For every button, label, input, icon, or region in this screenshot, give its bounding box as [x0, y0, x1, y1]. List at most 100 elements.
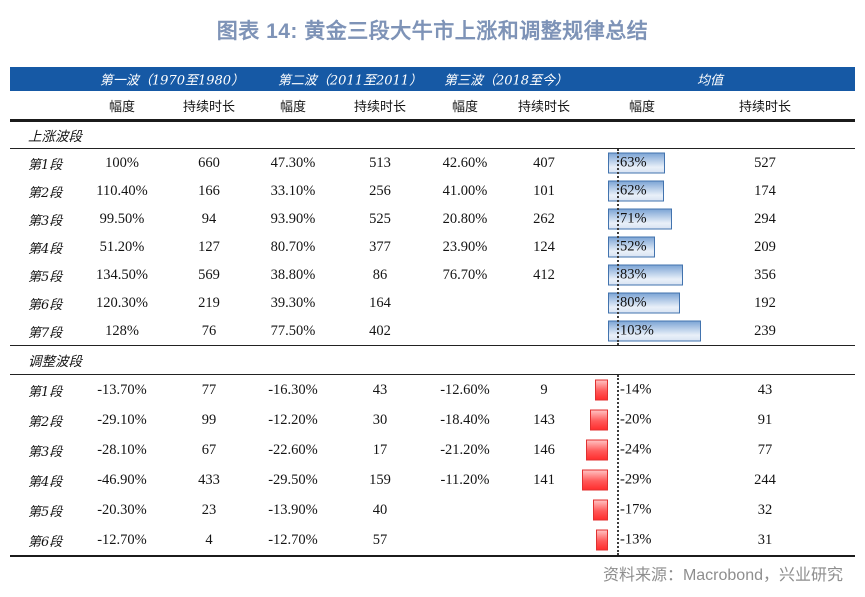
cell-w1-dur: 23: [201, 501, 217, 518]
avg-amplitude-bar-negative: [586, 439, 608, 461]
row-label: 第1段: [28, 157, 63, 173]
table-header-band: 第一波（1970至1980） 第二波（2011至2011） 第三波（2018至今…: [10, 67, 855, 91]
avg-amplitude-cell: 103%: [580, 317, 730, 345]
table-row: 第4段 51.20% 127 80.70% 377 23.90% 124 52% 209: [10, 233, 855, 261]
data-table: 第一波（1970至1980） 第二波（2011至2011） 第三波（2018至今…: [10, 67, 855, 557]
cell-w2-amp: 39.30%: [270, 294, 316, 311]
row-label: 第5段: [28, 504, 63, 520]
table-row: 第6段 -12.70% 4 -12.70% 57 -13% 31: [10, 525, 855, 555]
avg-amplitude-cell: -29%: [580, 465, 730, 495]
adjustment-rows-block: 第1段 -13.70% 77 -16.30% 43 -12.60% 9 -14% 43 第2段 -2…: [10, 375, 855, 557]
table-row: 第4段 -46.90% 433 -29.50% 159 -11.20% 141 -29% 244: [10, 465, 855, 495]
avg-amplitude-bar-positive: [608, 292, 680, 314]
avg-amplitude-value: -20%: [620, 411, 652, 428]
row-label: 第3段: [28, 213, 63, 229]
cell-w1-amp: 110.40%: [96, 182, 148, 199]
source-note: 资料来源：Macrobond，兴业研究: [602, 567, 843, 584]
row-label: 第2段: [28, 414, 63, 430]
cell-w2-amp: -13.90%: [268, 501, 318, 518]
cell-w3-amp: 76.70%: [442, 266, 488, 283]
row-label: 第7段: [28, 325, 63, 341]
cell-w2-amp: -22.60%: [268, 441, 318, 458]
cell-w1-dur: 219: [198, 294, 220, 311]
cell-w2-dur: 86: [372, 266, 388, 283]
header-divider-double-rule: [10, 119, 855, 122]
avg-amplitude-bar-positive: [608, 264, 683, 286]
column-group-wave1: 第一波（1970至1980）: [99, 73, 245, 89]
avg-amplitude-cell: 80%: [580, 289, 730, 317]
cell-w2-amp: 77.50%: [270, 322, 316, 339]
cell-w1-dur: 94: [201, 210, 217, 227]
avg-amplitude-value: 71%: [620, 210, 647, 227]
table-row: 第5段 134.50% 569 38.80% 86 76.70% 412 83% 356: [10, 261, 855, 289]
avg-amplitude-bar-positive: [608, 320, 701, 342]
cell-w3-amp: [422, 289, 508, 317]
avg-amplitude-bar-positive: [608, 208, 672, 230]
cell-w3-dur: 141: [533, 471, 555, 488]
cell-w1-amp: -20.30%: [97, 501, 147, 518]
avg-amplitude-bar-negative: [590, 409, 608, 431]
cell-w3-amp: -21.20%: [440, 441, 490, 458]
cell-w1-amp: 134.50%: [96, 266, 148, 283]
cell-w3-amp: -12.60%: [440, 381, 490, 398]
cell-w1-amp: -12.70%: [97, 531, 147, 548]
avg-amplitude-value: 63%: [620, 154, 647, 171]
cell-w2-dur: 377: [369, 238, 391, 255]
rising-rows-block: 第1段 100% 660 47.30% 513 42.60% 407 63% 527 第2段 110…: [10, 149, 855, 346]
sub-header-duration: 持续时长: [182, 98, 235, 114]
cell-w3-amp: 23.90%: [442, 238, 488, 255]
cell-w3-dur: 262: [533, 210, 555, 227]
cell-w2-dur: 30: [372, 411, 388, 428]
avg-amplitude-value: 103%: [620, 322, 654, 339]
column-group-average: 均值: [696, 73, 724, 89]
cell-avg-dur: 174: [754, 182, 776, 199]
cell-avg-dur: 77: [757, 441, 773, 458]
avg-amplitude-bar-negative: [582, 469, 608, 491]
avg-amplitude-cell: -13%: [580, 525, 730, 555]
cell-w2-dur: 402: [369, 322, 391, 339]
cell-w2-dur: 256: [369, 182, 391, 199]
cell-w2-dur: 159: [369, 471, 391, 488]
cell-avg-dur: 192: [754, 294, 776, 311]
cell-avg-dur: 244: [754, 471, 776, 488]
avg-amplitude-bar-negative: [593, 499, 608, 521]
avg-amplitude-value: -17%: [620, 501, 652, 518]
cell-w3-dur: 407: [533, 154, 555, 171]
row-label: 第6段: [28, 534, 63, 550]
sub-header-row: 幅度 持续时长 幅度 持续时长 幅度 持续时长 幅度 持续时长: [10, 91, 855, 119]
cell-w3-amp: 20.80%: [442, 210, 488, 227]
cell-w1-dur: 99: [201, 411, 217, 428]
cell-w1-dur: 660: [198, 154, 220, 171]
avg-amplitude-bar-negative: [595, 379, 608, 401]
cell-w3-dur: 124: [533, 238, 555, 255]
avg-amplitude-cell: 52%: [580, 233, 730, 261]
cell-w3-dur: [508, 495, 580, 525]
row-label: 第6段: [28, 297, 63, 313]
avg-amplitude-value: -24%: [620, 441, 652, 458]
sub-header-duration: 持续时长: [517, 98, 570, 114]
cell-w2-dur: 525: [369, 210, 391, 227]
cell-w3-dur: [508, 317, 580, 345]
cell-w3-amp: 41.00%: [442, 182, 488, 199]
sub-header-duration: 持续时长: [738, 98, 791, 114]
cell-w3-dur: [508, 289, 580, 317]
cell-w2-dur: 40: [372, 501, 388, 518]
cell-w2-dur: 164: [369, 294, 391, 311]
cell-w3-amp: -11.20%: [440, 471, 490, 488]
avg-amplitude-cell: -17%: [580, 495, 730, 525]
cell-w3-amp: -18.40%: [440, 411, 490, 428]
avg-amplitude-value: -13%: [620, 531, 652, 548]
cell-avg-dur: 91: [757, 411, 773, 428]
cell-w3-dur: 101: [533, 182, 555, 199]
cell-w3-amp: [422, 317, 508, 345]
cell-avg-dur: 32: [757, 501, 773, 518]
cell-avg-dur: 43: [757, 381, 773, 398]
cell-w1-dur: 127: [198, 238, 220, 255]
row-label: 第4段: [28, 474, 63, 490]
avg-amplitude-bar-negative: [596, 529, 608, 551]
row-label: 第3段: [28, 444, 63, 460]
avg-amplitude-cell: 62%: [580, 177, 730, 205]
cell-w3-dur: 412: [533, 266, 555, 283]
cell-w3-amp: 42.60%: [442, 154, 488, 171]
avg-amplitude-value: 52%: [620, 238, 647, 255]
